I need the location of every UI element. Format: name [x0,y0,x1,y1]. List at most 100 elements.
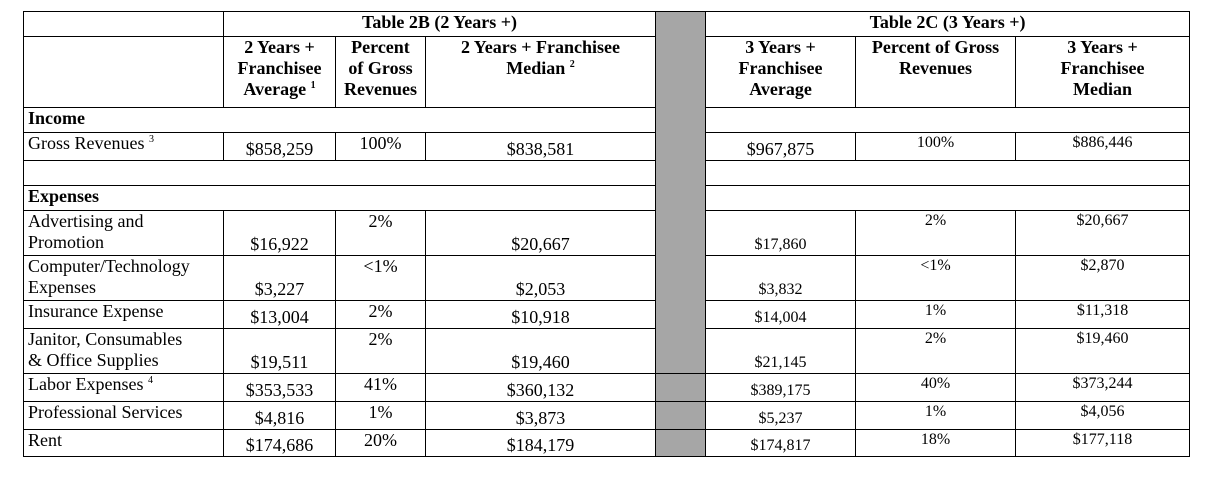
gray-separator-column [655,11,707,374]
gross-revenues-row: Gross Revenues 3 $858,259 100% $838,581 … [23,132,1191,161]
gray-separator-cell [655,373,706,402]
professional-services-2b-percent: 1% [335,401,426,430]
rent-2c-median: $177,118 [1015,429,1190,457]
footnote-marker-2: 2 [569,59,575,70]
advertising-2b-percent: 2% [335,210,426,256]
labor-label: Labor Expenses 4 [23,373,224,402]
expenses-section-label: Expenses [22,185,657,211]
computer-technology-2c-percent: <1% [855,255,1017,301]
computer-technology-2b-average: $3,227 [223,255,336,301]
header-2c-median-line1: 3 Years + [1067,37,1138,58]
professional-services-2c-median: $4,056 [1015,401,1190,430]
table-2b-title: Table 2B (2 Years +) [222,11,657,37]
franchise-financial-table-continued: Labor Expenses 4 $353,533 41% $360,132 $… [23,373,1190,457]
group-title-row: Table 2B (2 Years +) Table 2C (3 Years +… [23,11,1191,374]
professional-services-2c-average: $5,237 [705,401,856,430]
insurance-row: Insurance Expense $13,004 2% $10,918 $14… [23,300,1191,329]
rent-2b-percent: 20% [335,429,426,457]
insurance-2c-median: $11,318 [1015,300,1191,329]
header-2b-percent: Percent of Gross Revenues [335,36,426,108]
header-2b-median-line1: 2 Years + Franchisee [460,37,621,58]
income-section-spacer [705,107,1191,133]
franchise-financial-table: Table 2B (2 Years +) Table 2C (3 Years +… [22,11,1191,374]
labor-2c-percent: 40% [855,373,1016,402]
computer-technology-label-line2: Expenses [28,277,96,297]
column-header-row: 2 Years + Franchisee Average 1 Percent o… [23,36,1191,108]
advertising-2b-average: $16,922 [223,210,336,256]
janitor-label: Janitor, Consumables & Office Supplies [23,328,224,374]
janitor-label-line1: Janitor, Consumables [28,329,183,350]
gray-separator-cell [655,401,706,430]
janitor-2b-average: $19,511 [223,328,336,374]
header-2c-average: 3 Years + Franchisee Average [705,36,857,108]
header-2b-percent-line1: Percent [351,37,410,58]
gross-revenues-label: Gross Revenues 3 [23,132,224,161]
expenses-section-spacer [705,185,1191,211]
header-2b-average: 2 Years + Franchisee Average 1 [223,36,336,108]
computer-technology-2b-percent: <1% [335,255,426,301]
gray-separator-cell [655,429,706,457]
header-2c-percent: Percent of Gross Revenues [855,36,1017,108]
header-2c-median-line2: Franchisee [1060,58,1145,78]
rent-2b-average: $174,686 [223,429,336,457]
computer-technology-label-line1: Computer/Technology [28,256,190,277]
header-2c-average-line1: 3 Years + [745,37,816,58]
labor-label-text: Labor Expenses [28,374,144,395]
professional-services-2b-average: $4,816 [223,401,336,430]
rent-2c-average: $174,817 [705,429,856,457]
header-2c-average-line2: Franchisee [738,58,823,78]
janitor-2b-median: $19,460 [424,328,657,374]
header-2b-average-line3: Average [243,79,307,99]
income-section-label: Income [22,107,657,133]
footnote-marker-4: 4 [147,375,153,386]
header-2c-percent-line2: Revenues [899,58,973,78]
advertising-label-line2: Promotion [28,232,105,252]
janitor-2c-percent: 2% [855,328,1017,374]
labor-2c-median: $373,244 [1015,373,1190,402]
header-2b-percent-line3: Revenues [344,79,417,99]
computer-technology-2c-median: $2,870 [1015,255,1191,301]
professional-services-row: Professional Services $4,816 1% $3,873 $… [23,401,1190,430]
professional-services-2b-median: $3,873 [425,401,656,430]
footnote-marker-3: 3 [148,134,154,145]
labor-2b-percent: 41% [335,373,426,402]
header-2b-median-line2: Median [506,58,566,78]
header-2c-median: 3 Years + Franchisee Median [1015,36,1191,108]
gross-2b-percent: 100% [335,132,426,161]
professional-services-2c-percent: 1% [855,401,1016,430]
labor-2b-median: $360,132 [425,373,656,402]
labor-2c-average: $389,175 [705,373,856,402]
janitor-2b-percent: 2% [335,328,426,374]
header-2b-percent-line2: of Gross [348,58,413,78]
gross-2c-average: $967,875 [705,132,857,161]
advertising-2c-percent: 2% [855,210,1017,256]
computer-technology-label: Computer/Technology Expenses [23,255,224,301]
advertising-row: Advertising and Promotion $16,922 2% $20… [23,210,1191,256]
advertising-2c-median: $20,667 [1015,210,1191,256]
insurance-label: Insurance Expense [23,300,224,329]
rent-label: Rent [23,429,224,457]
header-2b-median: 2 Years + Franchisee Median 2 [424,36,657,108]
footnote-marker-1: 1 [310,80,316,91]
header-2c-median-line3: Median [1073,79,1133,99]
blank-gap-cell-2b [22,160,657,186]
expenses-section-row: Expenses [22,185,1191,211]
blank-corner-cell [23,11,224,37]
gross-2b-average: $858,259 [223,132,336,161]
computer-technology-row: Computer/Technology Expenses $3,227 <1% … [23,255,1191,301]
computer-technology-2b-median: $2,053 [424,255,657,301]
insurance-2b-percent: 2% [335,300,426,329]
advertising-label: Advertising and Promotion [23,210,224,256]
blank-gap-cell-2c [705,160,1191,186]
gross-2c-median: $886,446 [1015,132,1191,161]
gross-2c-percent: 100% [855,132,1017,161]
insurance-2b-average: $13,004 [223,300,336,329]
income-section-row: Income [22,107,1191,133]
insurance-2c-percent: 1% [855,300,1017,329]
professional-services-label: Professional Services [23,401,224,430]
insurance-2c-average: $14,004 [705,300,857,329]
blank-gap-row [22,160,1191,186]
janitor-label-line2: & Office Supplies [28,350,159,370]
blank-header-cell [23,36,224,108]
header-2b-average-line1: 2 Years + [244,37,315,58]
